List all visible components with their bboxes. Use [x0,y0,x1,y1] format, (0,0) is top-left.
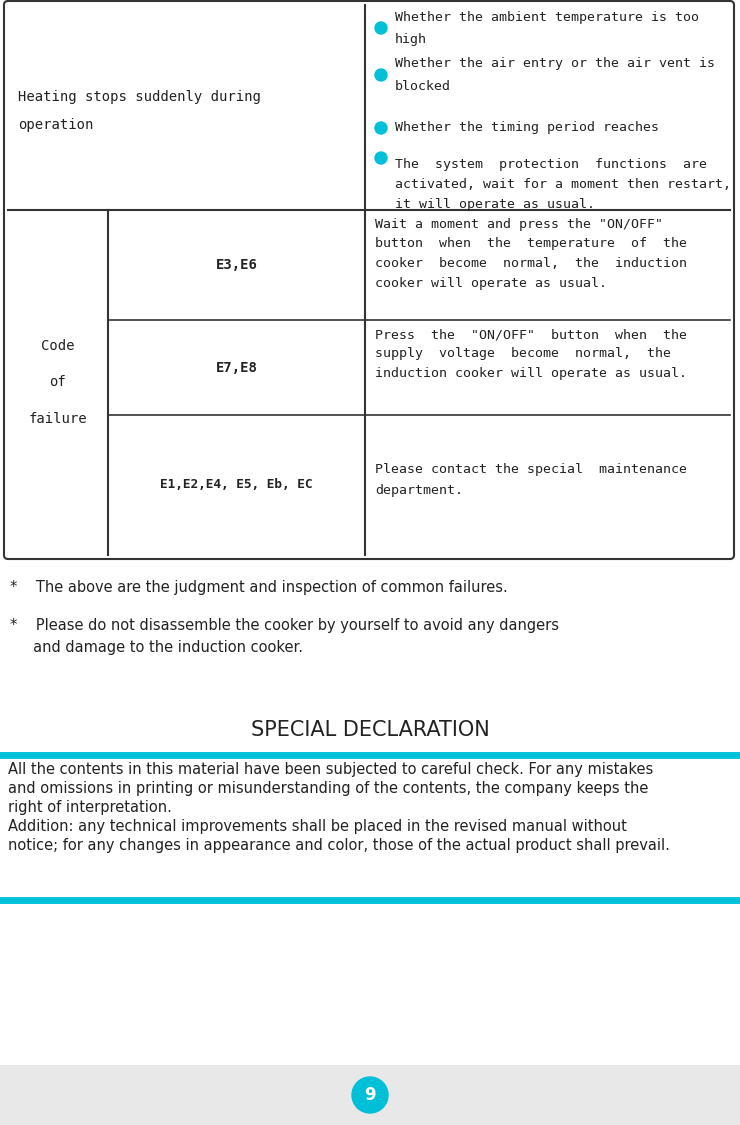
Circle shape [375,22,387,34]
Text: *    The above are the judgment and inspection of common failures.: * The above are the judgment and inspect… [10,580,508,595]
Circle shape [375,152,387,164]
Text: SPECIAL DECLARATION: SPECIAL DECLARATION [251,720,489,740]
Text: Heating stops suddenly during: Heating stops suddenly during [18,90,261,105]
Text: and omissions in printing or misunderstanding of the contents, the company keeps: and omissions in printing or misundersta… [8,781,648,796]
Text: Code

of

failure: Code of failure [29,339,87,426]
Bar [0,1065,740,1125]
Text: Whether the air entry or the air vent is
blocked: Whether the air entry or the air vent is… [395,57,715,92]
Text: E1,E2,E4, E5, Eb, EC: E1,E2,E4, E5, Eb, EC [161,478,313,492]
Text: operation: operation [18,118,93,133]
Text: and damage to the induction cooker.: and damage to the induction cooker. [10,640,303,655]
Text: E3,E6: E3,E6 [215,258,258,272]
Text: *    Please do not disassemble the cooker by yourself to avoid any dangers: * Please do not disassemble the cooker b… [10,618,559,633]
Circle shape [352,1077,388,1113]
Text: Whether the timing period reaches: Whether the timing period reaches [395,122,659,135]
Circle shape [375,122,387,134]
FancyBboxPatch shape [4,1,734,559]
Text: notice; for any changes in appearance and color, those of the actual product sha: notice; for any changes in appearance an… [8,838,670,853]
Text: Wait a moment and press the "ON/OFF"
button  when  the  temperature  of  the
coo: Wait a moment and press the "ON/OFF" but… [375,218,687,289]
Text: All the contents in this material have been subjected to careful check. For any : All the contents in this material have b… [8,762,653,777]
Text: E7,E8: E7,E8 [215,360,258,375]
Text: Press  the  "ON/OFF"  button  when  the
supply  voltage  become  normal,  the
in: Press the "ON/OFF" button when the suppl… [375,328,687,380]
Text: right of interpretation.: right of interpretation. [8,800,172,814]
Circle shape [375,69,387,81]
Text: Please contact the special  maintenance
department.: Please contact the special maintenance d… [375,464,687,497]
Text: 9: 9 [364,1086,376,1104]
Text: Whether the ambient temperature is too
high: Whether the ambient temperature is too h… [395,10,699,45]
Text: The  system  protection  functions  are
activated, wait for a moment then restar: The system protection functions are acti… [395,158,731,212]
Text: Addition: any technical improvements shall be placed in the revised manual witho: Addition: any technical improvements sha… [8,819,627,834]
